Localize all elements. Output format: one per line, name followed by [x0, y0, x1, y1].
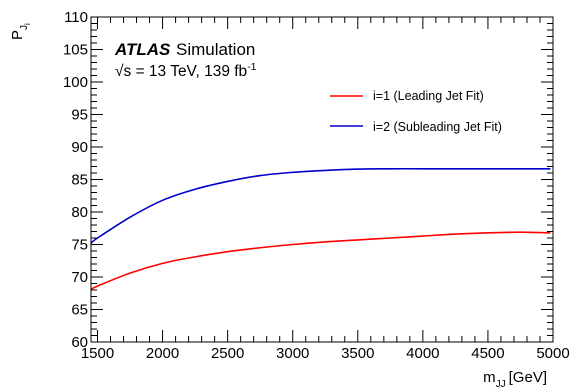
energy-label: √s = 13 TeV, 139 fb-1: [115, 61, 257, 80]
series-lines: [90, 167, 551, 291]
simulation-label: Simulation: [176, 40, 255, 59]
y-tick-label: 85: [71, 172, 88, 189]
x-tick-label: 4000: [406, 345, 439, 362]
y-axis-subscript: J: [19, 25, 30, 30]
y-tick-label: 110: [64, 9, 88, 26]
y-tick-label: 60: [71, 334, 88, 351]
y-axis-symbol: P: [9, 30, 26, 40]
x-tick-label: 4500: [471, 345, 504, 362]
x-tick-label: 2000: [146, 345, 179, 362]
atlas-annotation: ATLAS Simulation √s = 13 TeV, 139 fb-1: [114, 40, 257, 80]
energy-exponent: -1: [247, 61, 256, 73]
y-axis-title: PJi: [9, 23, 32, 40]
y-tick-label: 65: [71, 302, 88, 319]
y-tick-label: 80: [71, 204, 88, 221]
y-tick-label: 90: [71, 139, 88, 156]
legend: i=1 (Leading Jet Fit) i=2 (Subleading Je…: [330, 89, 502, 134]
x-tick-label: 5000: [536, 345, 569, 362]
energy-text: √s = 13 TeV, 139 fb: [115, 63, 247, 80]
y-tick-label: 95: [71, 107, 88, 124]
x-axis-subscript: JJ: [496, 379, 506, 390]
x-tick-label: 1500: [81, 345, 114, 362]
y-axis-subsubscript: i: [23, 23, 32, 25]
y-tick-label: 105: [63, 42, 88, 59]
x-tick-label: 3500: [341, 345, 374, 362]
atlas-label: ATLAS: [114, 40, 171, 59]
y-tick-label: 75: [71, 237, 88, 254]
x-axis-symbol: m: [483, 369, 496, 386]
tick-labels: 1500 2000 2500 3000 3500 4000 4500 5000 60 65 70 75…: [63, 9, 570, 362]
y-tick-label: 70: [71, 269, 88, 286]
legend-label-subleading: i=2 (Subleading Jet Fit): [373, 120, 502, 134]
y-tick-label: 100: [63, 74, 88, 91]
x-tick-label: 2500: [211, 345, 244, 362]
legend-label-leading: i=1 (Leading Jet Fit): [373, 89, 484, 103]
series-line-leading: [90, 231, 551, 291]
series-line-subleading: [90, 167, 551, 244]
axis-ticks: [91, 16, 554, 343]
x-axis-title: mJJ [GeV]: [483, 369, 547, 390]
x-axis-unit: [GeV]: [509, 369, 547, 386]
x-tick-label: 3000: [276, 345, 309, 362]
